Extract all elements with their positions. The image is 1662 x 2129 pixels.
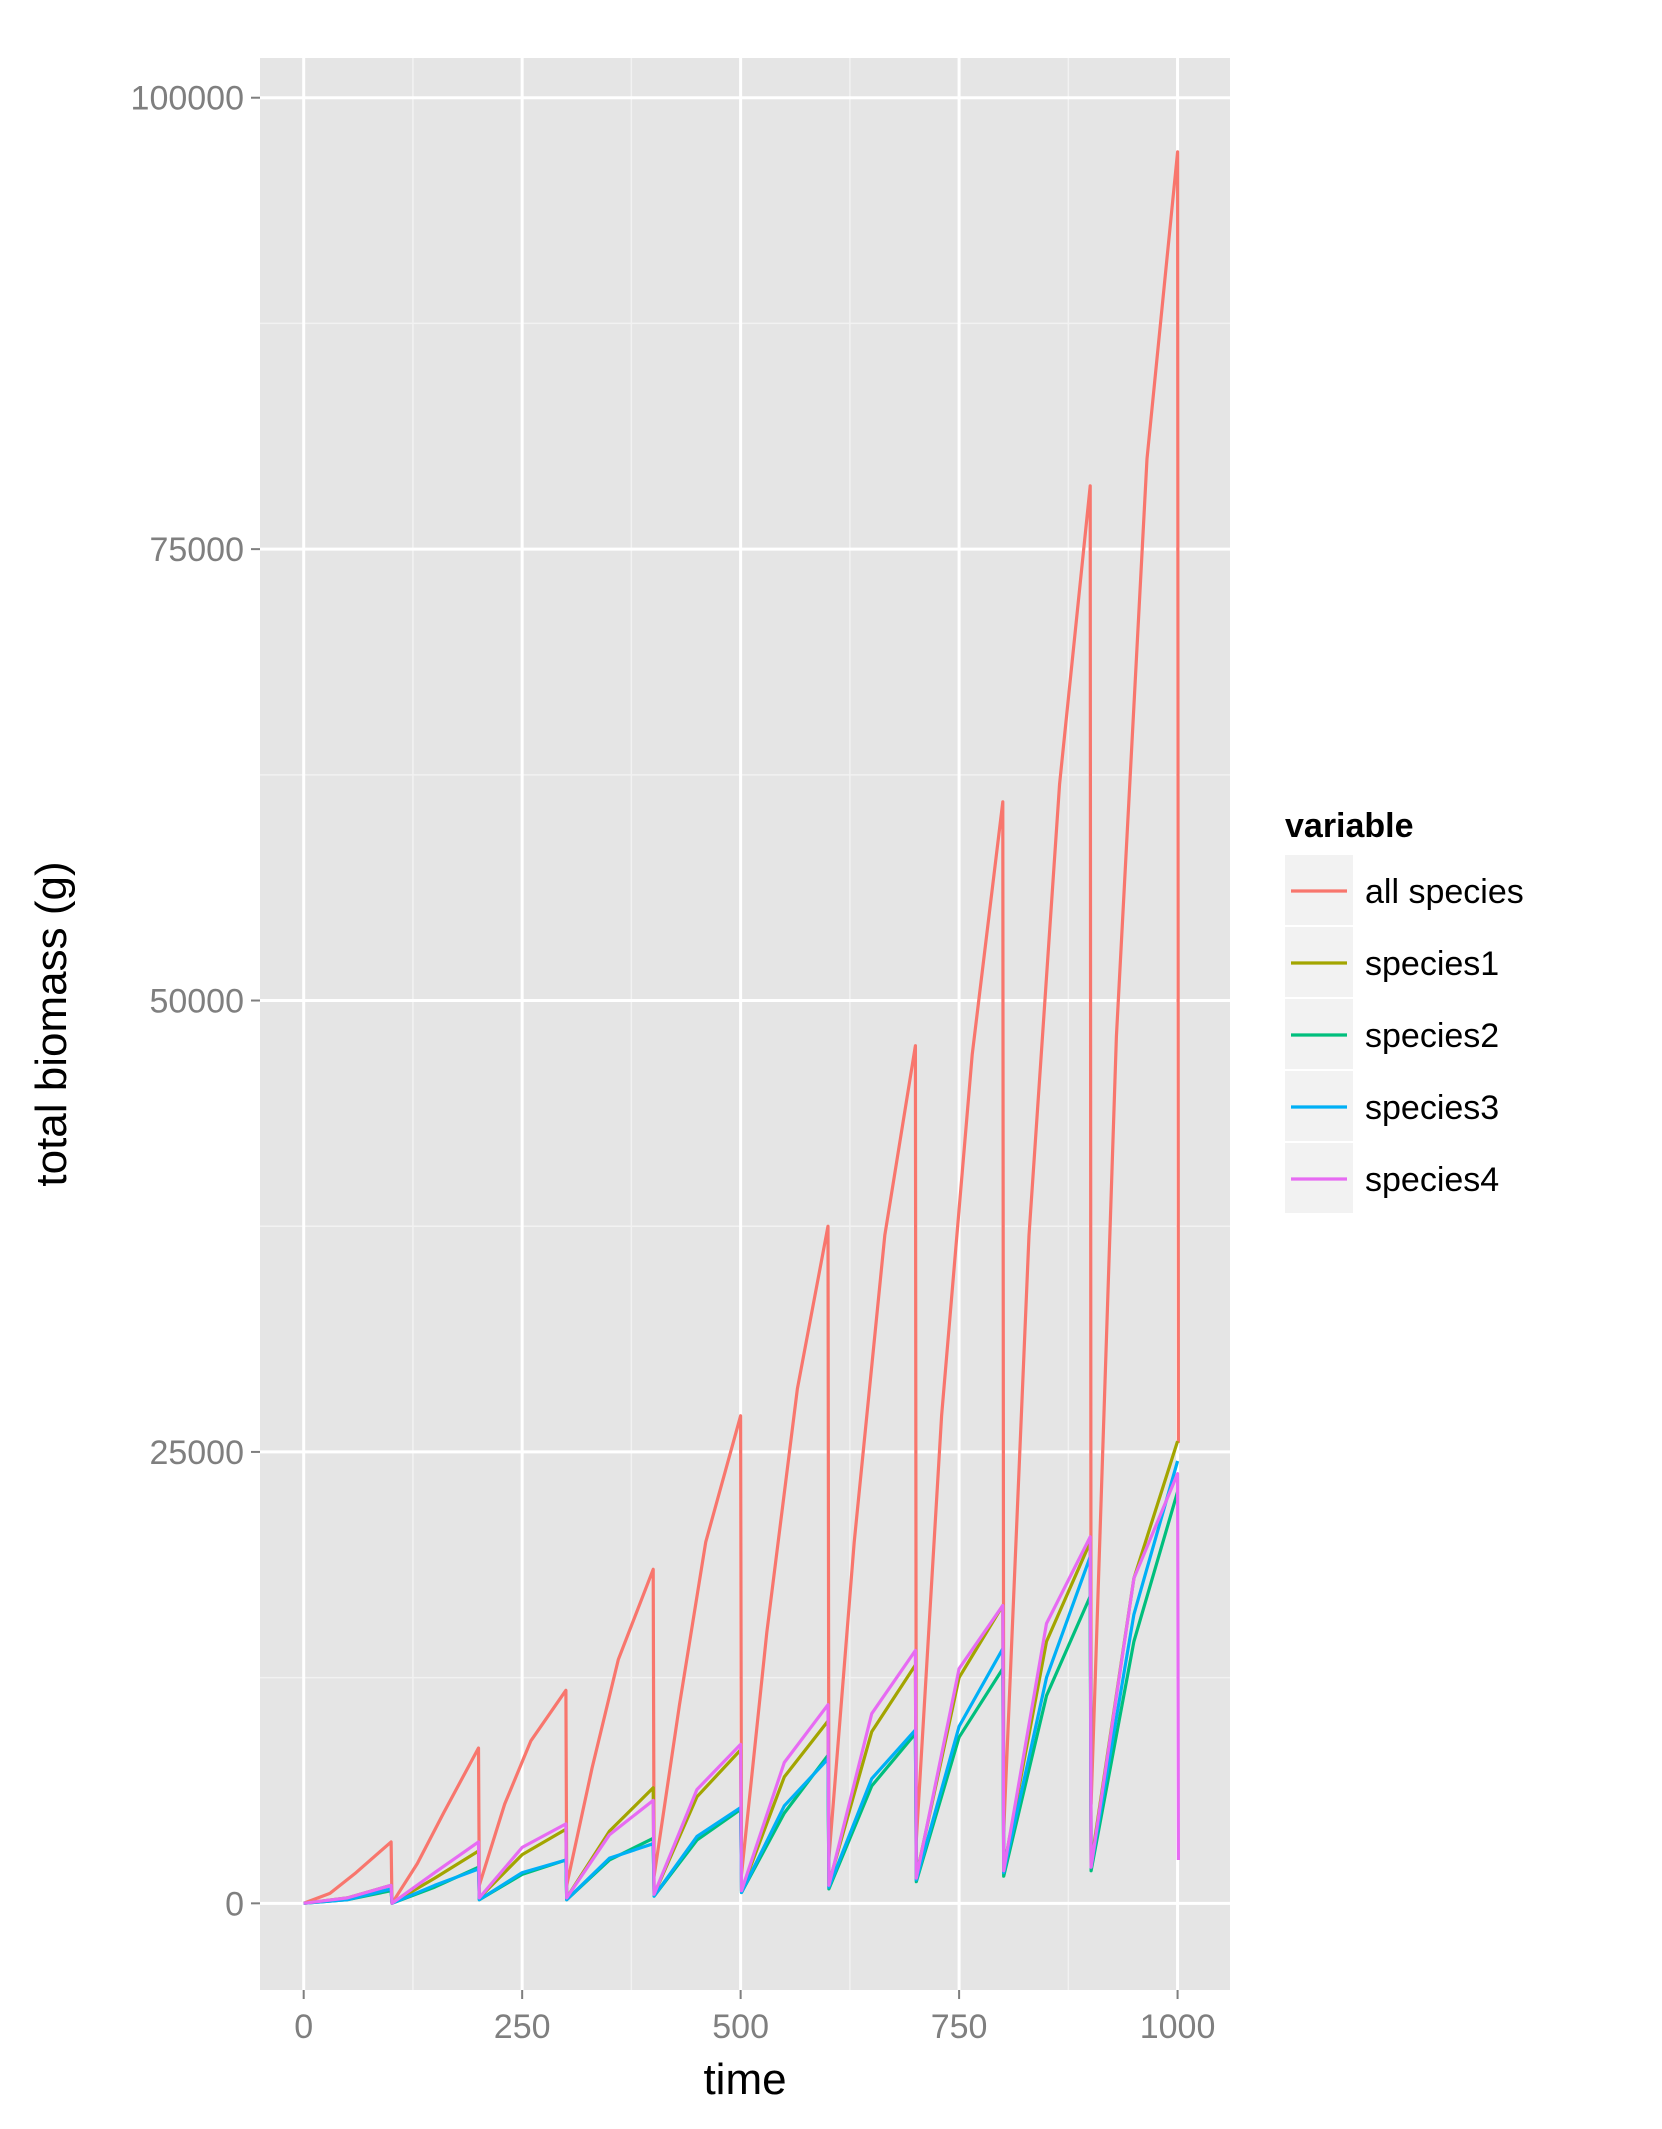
series-line-species4 <box>303 1472 1180 1905</box>
y-tick-label: 100000 <box>131 80 244 118</box>
x-tick-label: 750 <box>931 2008 988 2046</box>
x-tick-label: 1000 <box>1140 2008 1216 2046</box>
legend-label: species4 <box>1365 1161 1499 1199</box>
legend-title: variable <box>1285 807 1414 845</box>
y-tick-label: 0 <box>225 1885 244 1923</box>
y-axis-title: total biomass (g) <box>27 861 76 1186</box>
x-tick-label: 500 <box>712 2008 769 2046</box>
legend-label: species2 <box>1365 1017 1499 1055</box>
plot-panel <box>260 58 1230 1990</box>
x-tick-label: 0 <box>294 2008 313 2046</box>
legend: variable all species species1 species2 spec… <box>1285 807 1524 1213</box>
y-tick-label: 50000 <box>149 983 244 1021</box>
legend-label: species1 <box>1365 945 1499 983</box>
axis-ticks <box>251 96 1179 1999</box>
y-tick-label: 75000 <box>149 531 244 569</box>
minor-gridlines <box>260 58 1230 1990</box>
x-axis-title: time <box>703 2055 786 2104</box>
legend-items: all species species1 species2 species3 speci… <box>1285 855 1524 1213</box>
legend-label: species3 <box>1365 1089 1499 1127</box>
x-tick-label: 250 <box>494 2008 551 2046</box>
axis-tick-labels: 0 250 500 750 1000 0 25000 50000 75000 100000 <box>131 80 1216 2046</box>
legend-label: all species <box>1365 873 1524 911</box>
series-layer <box>303 150 1180 1905</box>
y-tick-label: 25000 <box>149 1434 244 1472</box>
